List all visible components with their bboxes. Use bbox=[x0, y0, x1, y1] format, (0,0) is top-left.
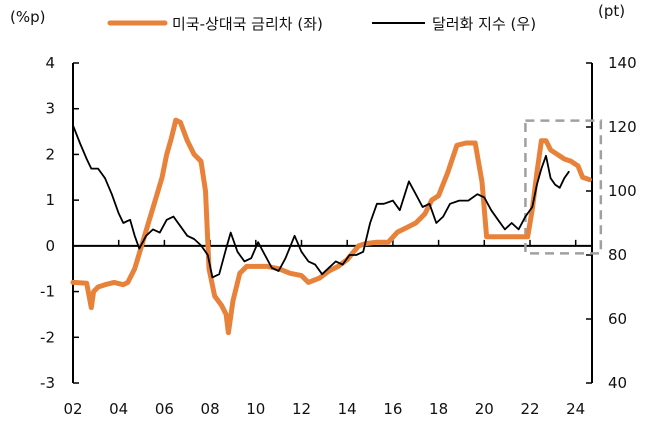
x-tick-label: 14 bbox=[338, 400, 357, 418]
x-tick-label: 06 bbox=[155, 400, 174, 418]
x-tick-label: 02 bbox=[63, 400, 82, 418]
series-lines bbox=[70, 117, 603, 336]
right-tick-label: 120 bbox=[608, 118, 637, 136]
x-tick-label: 04 bbox=[109, 400, 128, 418]
right-tick-label: 60 bbox=[608, 310, 627, 328]
x-tick-label: 12 bbox=[292, 400, 311, 418]
right-tick-label: 40 bbox=[608, 374, 627, 392]
x-tick-label: 18 bbox=[429, 400, 448, 418]
right-tick-label: 140 bbox=[608, 54, 637, 72]
right-axis-unit: (pt) bbox=[598, 2, 625, 20]
highlight-box bbox=[524, 119, 603, 255]
left-axis-unit: (%p) bbox=[10, 8, 45, 26]
x-tick-label: 08 bbox=[201, 400, 220, 418]
legend: 미국-상대국 금리차 (좌) 달러화 지수 (우) bbox=[107, 15, 536, 33]
series-line-rate-diff bbox=[70, 117, 592, 336]
x-tick-label: 16 bbox=[383, 400, 402, 418]
left-tick-label: -1 bbox=[40, 283, 55, 301]
x-tick-label: 20 bbox=[475, 400, 494, 418]
x-tick-label: 10 bbox=[246, 400, 265, 418]
series-line-dollar-index bbox=[72, 124, 570, 279]
left-tick-label: -3 bbox=[40, 374, 55, 392]
right-tick-label: 100 bbox=[608, 182, 637, 200]
legend-label-dollar-index: 달러화 지수 (우) bbox=[432, 15, 536, 33]
left-tick-label: 1 bbox=[45, 191, 55, 209]
legend-label-rate-diff: 미국-상대국 금리차 (좌) bbox=[172, 15, 323, 33]
right-tick-label: 80 bbox=[608, 246, 627, 264]
left-tick-label: 0 bbox=[45, 237, 55, 255]
x-tick-label: 22 bbox=[520, 400, 539, 418]
x-tick-label: 24 bbox=[566, 400, 585, 418]
left-tick-label: -2 bbox=[40, 328, 55, 346]
left-tick-label: 2 bbox=[45, 145, 55, 163]
left-tick-label: 4 bbox=[45, 54, 55, 72]
left-tick-label: 3 bbox=[45, 100, 55, 118]
